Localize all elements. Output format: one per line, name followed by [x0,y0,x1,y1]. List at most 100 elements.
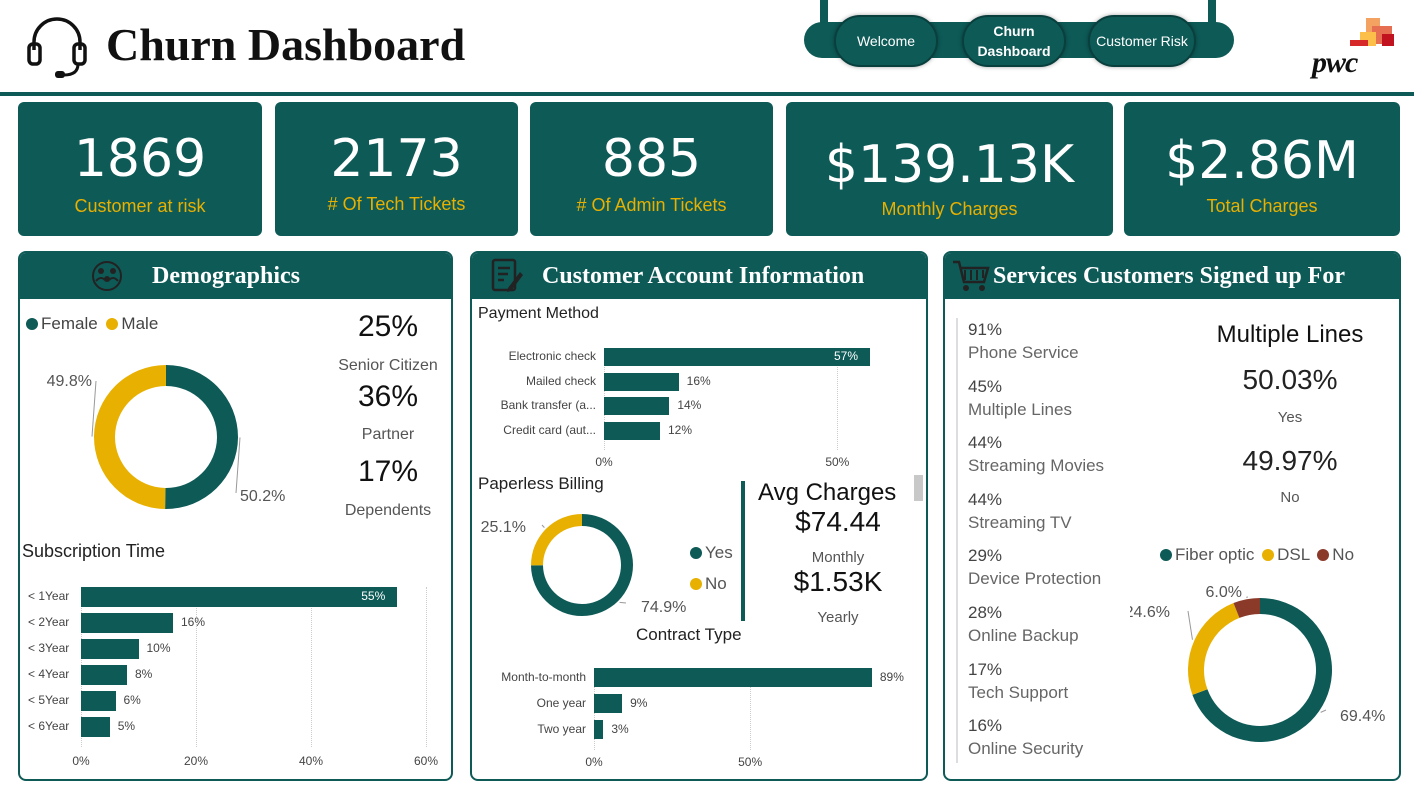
donut-data-label: 6.0% [1206,584,1242,601]
bar[interactable] [604,421,660,440]
bar[interactable] [604,397,670,415]
service-item: 29% Device Protection [968,546,1101,589]
legend-no-label: No [705,574,727,593]
kpi-monthly-charges: $139.13K Monthly Charges [786,102,1113,236]
donut-data-label: 69.4% [1340,708,1385,725]
nav-post-right [1208,0,1216,26]
senior-citizen-value: 25% [357,310,419,343]
kpi-value: $2.86M [1165,131,1359,191]
bar-data-label: 3% [611,721,629,736]
bar[interactable] [81,587,398,607]
paperless-legend-yes: Yes [690,543,733,563]
kpi-admin-tickets: 885 # Of Admin Tickets [530,102,773,236]
service-item: 91% Phone Service [968,320,1079,363]
y-category-label: < 1Year [28,589,70,603]
x-tick-label: 50% [825,455,850,469]
donut-slice-no[interactable] [1233,598,1260,618]
x-tick-label: 0% [585,755,603,769]
legend-dot-no [690,578,702,590]
ml-yes-label: Yes [1277,409,1303,426]
bar[interactable] [604,372,679,391]
nav-customer-risk-button[interactable]: Customer Risk [1088,15,1196,67]
bar[interactable] [594,720,604,739]
bar[interactable] [81,691,116,711]
bar[interactable] [81,613,173,633]
legend-dot-female [26,318,38,330]
nav-churn-dashboard-button[interactable]: Churn Dashboard [962,15,1066,67]
donut-data-label: 49.8% [47,373,92,390]
service-name: Device Protection [968,569,1102,589]
payment-method-chart: 0% 50% Electronic check 57% Mailed check 16% B… [472,340,922,475]
avg-charges-title: Avg Charges [758,479,897,506]
x-tick-label: 60% [413,754,439,768]
avg-monthly-value: $74.44 [795,506,881,537]
bar[interactable] [594,694,623,713]
kpi-label: Monthly Charges [881,199,1018,219]
y-category-label: < 3Year [28,641,70,655]
donut-slice-male[interactable] [94,365,166,509]
subscription-time-chart: 0% 20% 40% 60% < 1Year 55% < 2Year 16% < 3Year 10… [20,575,450,775]
nav-customer-risk-label: Customer Risk [1096,33,1188,49]
y-category-label: Two year [537,721,586,736]
nav-welcome-button[interactable]: Welcome [834,15,938,67]
y-category-label: Bank transfer (a... [500,398,596,412]
shopping-cart-icon [953,260,990,291]
kpi-value: 885 [601,129,702,189]
kpi-value: 1869 [73,129,207,189]
donut-data-label: 74.9% [641,599,686,616]
kpi-customer-at-risk: 1869 Customer at risk [18,102,262,236]
donut-slice-no[interactable] [531,514,582,566]
bar[interactable] [81,717,110,737]
document-edit-icon [491,258,523,292]
demographics-panel: Demographics [18,251,453,781]
donut-data-label: 50.2% [240,488,285,505]
bar[interactable] [604,348,870,366]
legend-dsl-label: DSL [1277,545,1310,564]
headset-icon [27,17,87,78]
service-item: 44% Streaming Movies [968,433,1104,476]
legend-dot-dsl [1262,549,1275,561]
bar[interactable] [81,639,139,659]
nav-churn-line2: Dashboard [977,43,1051,59]
y-category-label: < 6Year [28,719,70,733]
nav-welcome-label: Welcome [856,33,916,49]
legend-no-internet-label: No [1332,545,1355,564]
bar[interactable] [594,668,872,687]
y-category-label: < 2Year [28,615,70,629]
nav-post-left [820,0,828,26]
service-name: Streaming TV [968,512,1072,532]
demographics-header: Demographics [20,253,451,299]
legend-dot-no [1317,549,1330,561]
kpi-label: Customer at risk [74,196,206,216]
account-header: Customer Account Information [472,253,926,299]
contract-type-chart: 0% 50% Month-to-month 89% One year 9% Two year… [472,660,922,775]
y-category-label: One year [536,695,586,710]
donut-slice-dsl[interactable] [1188,603,1240,695]
leader-line [91,380,97,437]
x-tick-label: 0% [72,754,90,768]
gender-legend: Female Male [26,314,158,334]
x-tick-label: 0% [595,455,613,469]
kpi-label: # Of Admin Tickets [576,195,727,215]
scrollbar-thumb[interactable] [914,475,923,501]
bar-data-label: 5% [117,719,136,733]
service-percent: 29% [968,546,1003,566]
legend-dot-fiber [1160,549,1172,561]
bar-data-label: 10% [146,641,171,655]
bar-data-label: 6% [123,693,141,707]
partner-value: 36% [357,380,419,413]
bar-data-label: 55% [361,589,386,603]
donut-slice-female[interactable] [165,365,239,509]
bar-data-label: 14% [677,398,702,412]
avg-charges-divider [741,481,745,621]
bar[interactable] [81,665,127,685]
kpi-tech-tickets: 2173 # Of Tech Tickets [275,102,518,236]
nav-bar: Welcome Churn Dashboard Customer Risk [804,0,1234,70]
x-tick-label: 50% [738,755,763,769]
ml-no-value: 49.97% [1242,445,1338,476]
service-name: Phone Service [968,343,1079,362]
y-category-label: < 5Year [28,693,70,707]
service-percent: 28% [968,603,1003,622]
legend-female: Female [41,314,98,333]
service-percent: 45% [968,376,1003,396]
